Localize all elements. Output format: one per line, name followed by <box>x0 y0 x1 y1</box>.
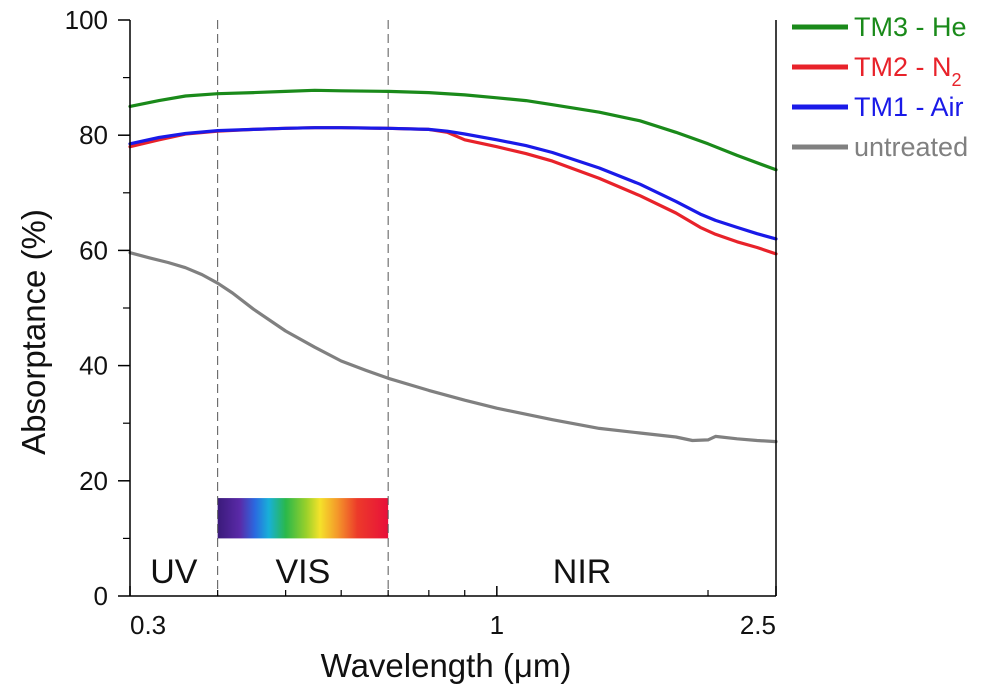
series-line <box>128 251 778 444</box>
legend-label: TM1 - Air <box>854 92 964 122</box>
legend-label-subscript: 2 <box>952 70 962 90</box>
region-label: VIS <box>275 553 330 591</box>
region-label-layer: UV VIS NIR <box>150 553 611 591</box>
y-tick-label: 0 <box>94 581 108 611</box>
x-axis-title: Wavelength (μm) <box>321 647 572 684</box>
legend-label: TM3 - He <box>854 12 967 42</box>
axes-layer: 0 20 40 60 80 100 0.3 1 2.5 <box>65 5 777 640</box>
x-tick-label: 1 <box>490 610 504 640</box>
y-tick-label: 100 <box>65 5 108 35</box>
x-tick-label: 0.3 <box>130 610 166 640</box>
y-tick-label: 60 <box>79 235 108 265</box>
x-tick-label: 2.5 <box>740 610 776 640</box>
y-axis-title: Absorptance (%) <box>15 209 52 455</box>
legend-label: TM2 - N2 <box>854 52 962 90</box>
y-tick-label: 80 <box>79 120 108 150</box>
series-line <box>128 88 778 172</box>
region-label: UV <box>150 553 198 591</box>
region-label: NIR <box>553 553 612 591</box>
series-layer <box>128 88 778 444</box>
y-tick-label: 20 <box>79 466 108 496</box>
series-line <box>128 126 778 241</box>
series-line <box>128 126 778 256</box>
y-tick-label: 40 <box>79 351 108 381</box>
legend-label: untreated <box>854 132 968 162</box>
visible-spectrum-band <box>217 498 389 539</box>
region-band-layer <box>217 20 389 596</box>
